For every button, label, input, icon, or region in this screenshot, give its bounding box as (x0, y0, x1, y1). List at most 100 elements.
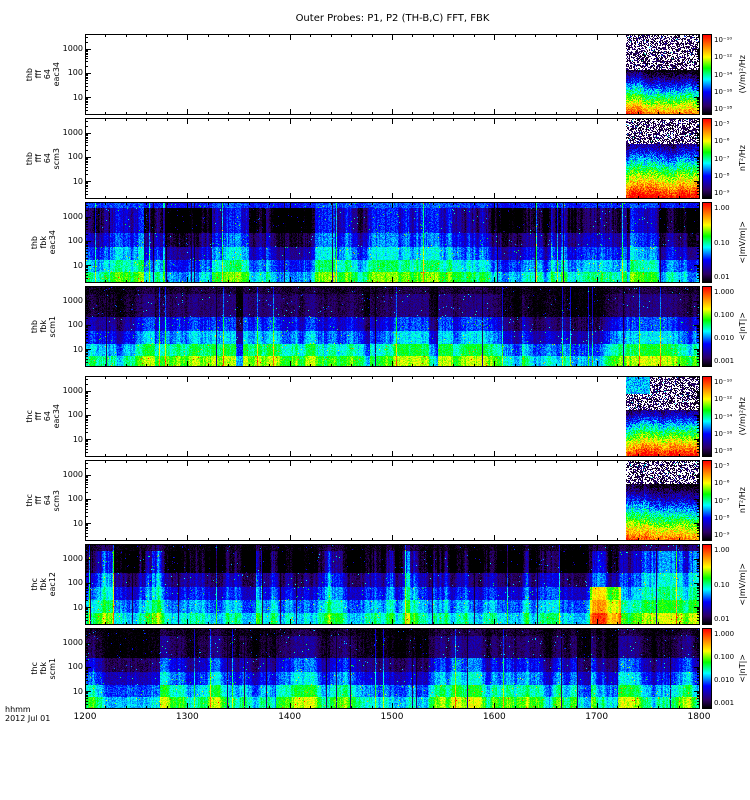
colorbar-tick-label: 0.010 (714, 675, 735, 684)
colorbar-tick-label: 10⁻⁹ (714, 530, 730, 539)
colorbar-thb_fbk_eac34 (702, 202, 712, 283)
ylabel-line: thb (25, 151, 34, 166)
panel-ylabel-thb_fbk_eac34: thb fbk eac34 (26, 202, 60, 283)
y-tick-label: 100 (67, 494, 83, 504)
ylabel-line: thb (29, 319, 39, 334)
spectrogram-thb_fbk_eac34 (85, 202, 700, 283)
ylabel-line: thc (29, 578, 39, 591)
colorbar-tick-label: 0.01 (714, 614, 730, 623)
colorbar-tick-label: 0.100 (714, 653, 735, 662)
x-tick-label: 1400 (278, 712, 302, 722)
y-tick-label: 1000 (62, 469, 83, 479)
x-tick-label: 1800 (687, 712, 711, 722)
date-label: 2012 Jul 01 (5, 714, 51, 723)
y-tick-label: 1000 (62, 385, 83, 395)
y-tick-label: 1000 (62, 127, 83, 137)
colorbar-tick-label: 10⁻¹² (714, 53, 733, 62)
panel-ylabel-thb_fbk_scm1: thb fbk scm1 (26, 286, 60, 367)
ylabel-line: thc (25, 494, 34, 507)
colorbar-tick-label: 10⁻⁵ (714, 462, 730, 471)
colorbar-tick-label: 0.010 (714, 333, 735, 342)
y-tick-label: 100 (67, 152, 83, 162)
time-format-label: hhmm (5, 705, 31, 714)
colorbar-tick-label: 10⁻¹⁰ (714, 378, 733, 387)
colorbar-tick-label: 0.001 (714, 698, 735, 707)
colorbar-unit-thb_fbk_scm1: <|nT|> (735, 286, 749, 367)
colorbar-tick-label: 10⁻¹⁴ (714, 70, 733, 79)
colorbar-thc_fbk_scm1 (702, 628, 712, 709)
y-tick-label: 10 (72, 260, 83, 270)
spectrogram-thc_fff_64_scm3 (85, 460, 700, 541)
plot-title: Outer Probes: P1, P2 (TH-B,C) FFT, FBK (295, 13, 490, 24)
x-tick-label: 1200 (73, 712, 97, 722)
colorbar-tick-label: 0.100 (714, 311, 735, 320)
ylabel-line: eac34 (47, 230, 57, 255)
colorbar-tick-label: 10⁻⁷ (714, 154, 730, 163)
panel-ylabel-thc_fbk_scm1: thc fbk scm1 (26, 628, 60, 709)
ylabel-line: thb (29, 235, 39, 250)
colorbar-tick-label: 10⁻¹⁶ (714, 87, 733, 96)
ylabel-line: fbk (38, 320, 48, 333)
colorbar-unit-label: <|nT|> (737, 654, 747, 683)
colorbar-tick-label: 10⁻¹⁴ (714, 412, 733, 421)
colorbar-tick-label: 1.00 (714, 204, 730, 213)
spectrogram-thb_fff_64_eac34 (85, 34, 700, 115)
y-tick-label: 1000 (62, 211, 83, 221)
colorbar-unit-label: (V/m)²/Hz (737, 397, 747, 436)
ylabel-line: fff (34, 154, 43, 163)
colorbar-tick-label: 10⁻⁷ (714, 496, 730, 505)
ylabel-line: fbk (38, 578, 48, 591)
colorbar-unit-thc_fbk_scm1: <|nT|> (735, 628, 749, 709)
colorbar-thc_fff_64_eac34 (702, 376, 712, 457)
ylabel-line: fbk (38, 236, 48, 249)
colorbar-tick-label: 1.000 (714, 288, 735, 297)
colorbar-thb_fff_64_scm3 (702, 118, 712, 199)
x-tick-label: 1700 (585, 712, 609, 722)
ylabel-line: fff (34, 412, 43, 421)
colorbar-thc_fbk_eac12 (702, 544, 712, 625)
y-tick-label: 100 (67, 236, 83, 246)
colorbar-unit-thb_fff_64_scm3: nT²/Hz (735, 118, 749, 199)
panel-ylabel-thb_fff_64_scm3: thb fff 64 scm3 (25, 118, 61, 199)
y-tick-label: 10 (72, 176, 83, 186)
y-tick-label: 10 (72, 344, 83, 354)
ylabel-line: fbk (38, 662, 48, 675)
y-tick-label: 100 (67, 410, 83, 420)
ylabel-line: scm1 (47, 657, 57, 680)
y-tick-label: 10 (72, 686, 83, 696)
colorbar-unit-thb_fff_64_eac34: (V/m)²/Hz (735, 34, 749, 115)
ylabel-line: 64 (43, 153, 52, 164)
time-axis-footer: hhmm 2012 Jul 01 (5, 705, 50, 723)
colorbar-thb_fbk_scm1 (702, 286, 712, 367)
colorbar-thb_fff_64_eac34 (702, 34, 712, 115)
y-tick-label: 1000 (62, 637, 83, 647)
colorbar-tick-label: 0.10 (714, 238, 730, 247)
colorbar-tick-label: 10⁻¹⁸ (714, 446, 733, 455)
y-tick-label: 10 (72, 518, 83, 528)
y-tick-label: 100 (67, 578, 83, 588)
colorbar-unit-label: (V/m)²/Hz (737, 55, 747, 94)
colorbar-tick-label: 1.00 (714, 546, 730, 555)
colorbar-tick-label: 0.01 (714, 272, 730, 281)
panel-ylabel-thb_fff_64_eac34: thb fff 64 eac34 (25, 34, 61, 115)
y-tick-label: 100 (67, 662, 83, 672)
colorbar-tick-label: 0.10 (714, 580, 730, 589)
colorbar-unit-thc_fbk_eac12: <|mV/m|> (735, 544, 749, 625)
y-tick-label: 10 (72, 92, 83, 102)
panel-ylabel-thc_fbk_eac12: thc fbk eac12 (26, 544, 60, 625)
panel-ylabel-thc_fff_64_eac34: thc fff 64 eac34 (25, 376, 61, 457)
colorbar-tick-label: 10⁻⁶ (714, 479, 730, 488)
colorbar-tick-label: 10⁻¹⁰ (714, 36, 733, 45)
spectrogram-thb_fff_64_scm3 (85, 118, 700, 199)
ylabel-line: 64 (43, 69, 52, 80)
ylabel-line: scm1 (47, 315, 57, 338)
colorbar-tick-label: 1.000 (714, 630, 735, 639)
y-tick-label: 100 (67, 68, 83, 78)
ylabel-line: 64 (43, 411, 52, 422)
ylabel-line: fff (34, 70, 43, 79)
spectrogram-thc_fbk_eac12 (85, 544, 700, 625)
colorbar-unit-thc_fff_64_scm3: nT²/Hz (735, 460, 749, 541)
x-tick-label: 1300 (175, 712, 199, 722)
ylabel-line: thc (25, 410, 34, 423)
